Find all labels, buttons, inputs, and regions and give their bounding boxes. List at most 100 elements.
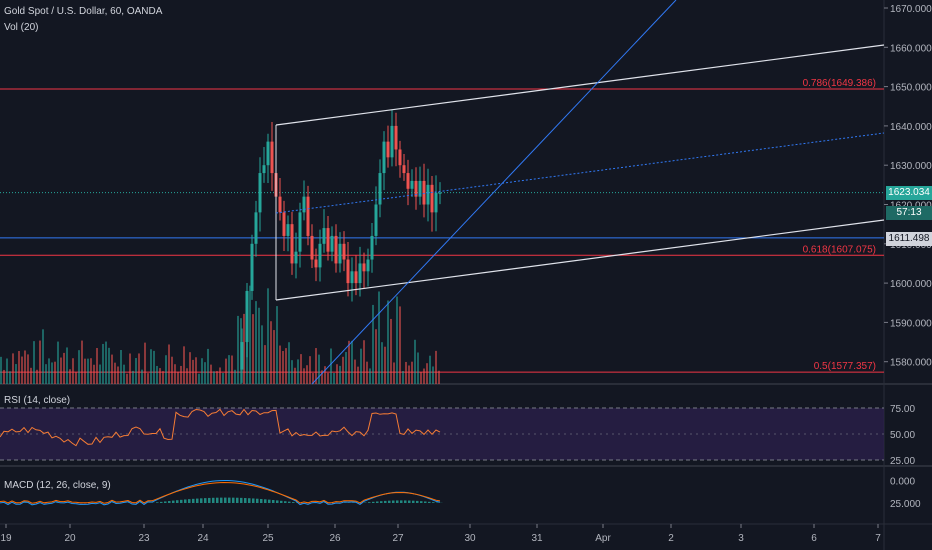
candle-body: [298, 212, 302, 252]
volume-bar: [81, 340, 83, 384]
volume-bar: [255, 301, 257, 384]
volume-bar: [381, 342, 383, 384]
volume-bar: [336, 364, 338, 384]
channel-lower-line: [275, 219, 885, 301]
volume-bar: [156, 365, 158, 384]
macd-hist-bar: [292, 502, 295, 503]
volume-bar: [294, 367, 296, 384]
macd-hist-bar: [228, 497, 231, 503]
candle-body: [240, 342, 244, 370]
symbol-title: Gold Spot / U.S. Dollar, 60, OANDA: [4, 6, 163, 17]
volume-bar: [222, 372, 224, 384]
macd-hist-bar: [220, 497, 223, 503]
volume-bar: [327, 372, 329, 384]
price-tick-label: 1630.000: [890, 161, 932, 172]
volume-bar: [132, 370, 134, 384]
volume-bar: [15, 364, 17, 384]
macd-hist-bar: [160, 501, 163, 503]
volume-bar: [213, 371, 215, 384]
fib-label: 0.618(1607.075): [803, 244, 876, 255]
candle-body: [342, 243, 346, 260]
macd-hist-bar: [416, 500, 419, 503]
volume-bar: [309, 356, 311, 384]
volume-bar: [168, 344, 170, 384]
time-tick-label: 19: [0, 533, 12, 544]
candle-body: [406, 173, 410, 189]
candle-body: [314, 259, 318, 268]
time-tick-label: 23: [138, 533, 150, 544]
macd-hist-bar: [208, 497, 211, 503]
macd-hist-bar: [260, 498, 263, 503]
volume-bar: [315, 348, 317, 384]
volume-bar: [75, 372, 77, 384]
candle-body: [434, 192, 438, 213]
fib-label: 0.786(1649.386): [803, 78, 876, 89]
candle-body: [370, 235, 374, 260]
volume-bar: [24, 350, 26, 384]
macd-hist-bar: [224, 497, 227, 503]
macd-hist-bar: [404, 500, 407, 503]
hline-price-label: 1611.498: [886, 232, 932, 246]
candle-body: [430, 184, 434, 213]
countdown-label: 57:13: [886, 206, 932, 220]
price-tick-label: 1650.000: [890, 83, 932, 94]
time-tick-label: 2: [668, 533, 674, 544]
candle-body: [438, 192, 442, 194]
volume-label: Vol (20): [4, 22, 39, 33]
volume-bar: [180, 365, 182, 384]
volume-bar: [393, 362, 395, 384]
volume-bar: [60, 357, 62, 384]
macd-hist-bar: [408, 500, 411, 503]
candle-body: [310, 235, 314, 260]
volume-bar: [195, 357, 197, 384]
candle-body: [318, 243, 322, 268]
time-tick-label: 26: [329, 533, 341, 544]
volume-bar: [249, 285, 251, 384]
volume-bar: [330, 348, 332, 384]
volume-bar: [201, 358, 203, 384]
volume-bar: [84, 358, 86, 384]
candle-body: [334, 235, 338, 264]
volume-bar: [276, 306, 278, 384]
macd-hist-bar: [264, 499, 267, 503]
volume-bar: [279, 345, 281, 384]
volume-bar: [36, 369, 38, 384]
macd-hist-bar: [272, 500, 275, 503]
volume-bar: [234, 369, 236, 384]
candle-body: [290, 224, 294, 264]
volume-bar: [21, 356, 23, 384]
volume-bar: [69, 369, 71, 384]
volume-bar: [228, 355, 230, 384]
candle-body: [410, 180, 414, 189]
candle-body: [358, 263, 362, 284]
macd-hist-bar: [164, 501, 167, 503]
volume-bar: [333, 372, 335, 384]
candle-body: [382, 141, 386, 174]
volume-bar: [438, 370, 440, 384]
macd-hist-bar: [380, 501, 383, 503]
macd-hist-bar: [176, 500, 179, 503]
macd-hist-bar: [276, 500, 279, 503]
volume-bar: [51, 362, 53, 384]
volume-bar: [306, 365, 308, 384]
volume-bar: [108, 347, 110, 384]
volume-bar: [105, 341, 107, 384]
macd-hist-bar: [184, 499, 187, 503]
candle-body: [245, 290, 249, 343]
time-tick-label: 27: [392, 533, 404, 544]
price-tick-label: 1640.000: [890, 122, 932, 133]
volume-bar: [66, 347, 68, 384]
macd-hist-bar: [196, 498, 199, 503]
candle-body: [266, 141, 270, 166]
candle-body: [278, 196, 282, 213]
volume-bar: [231, 355, 233, 384]
volume-bar: [27, 354, 29, 384]
macd-legend: MACD (12, 26, close, 9): [4, 480, 111, 492]
volume-bar: [192, 359, 194, 384]
macd-hist-bar: [396, 500, 399, 503]
volume-bar: [303, 368, 305, 384]
volume-bar: [372, 304, 374, 384]
volume-bar: [96, 347, 98, 384]
time-tick-label: 24: [197, 533, 209, 544]
